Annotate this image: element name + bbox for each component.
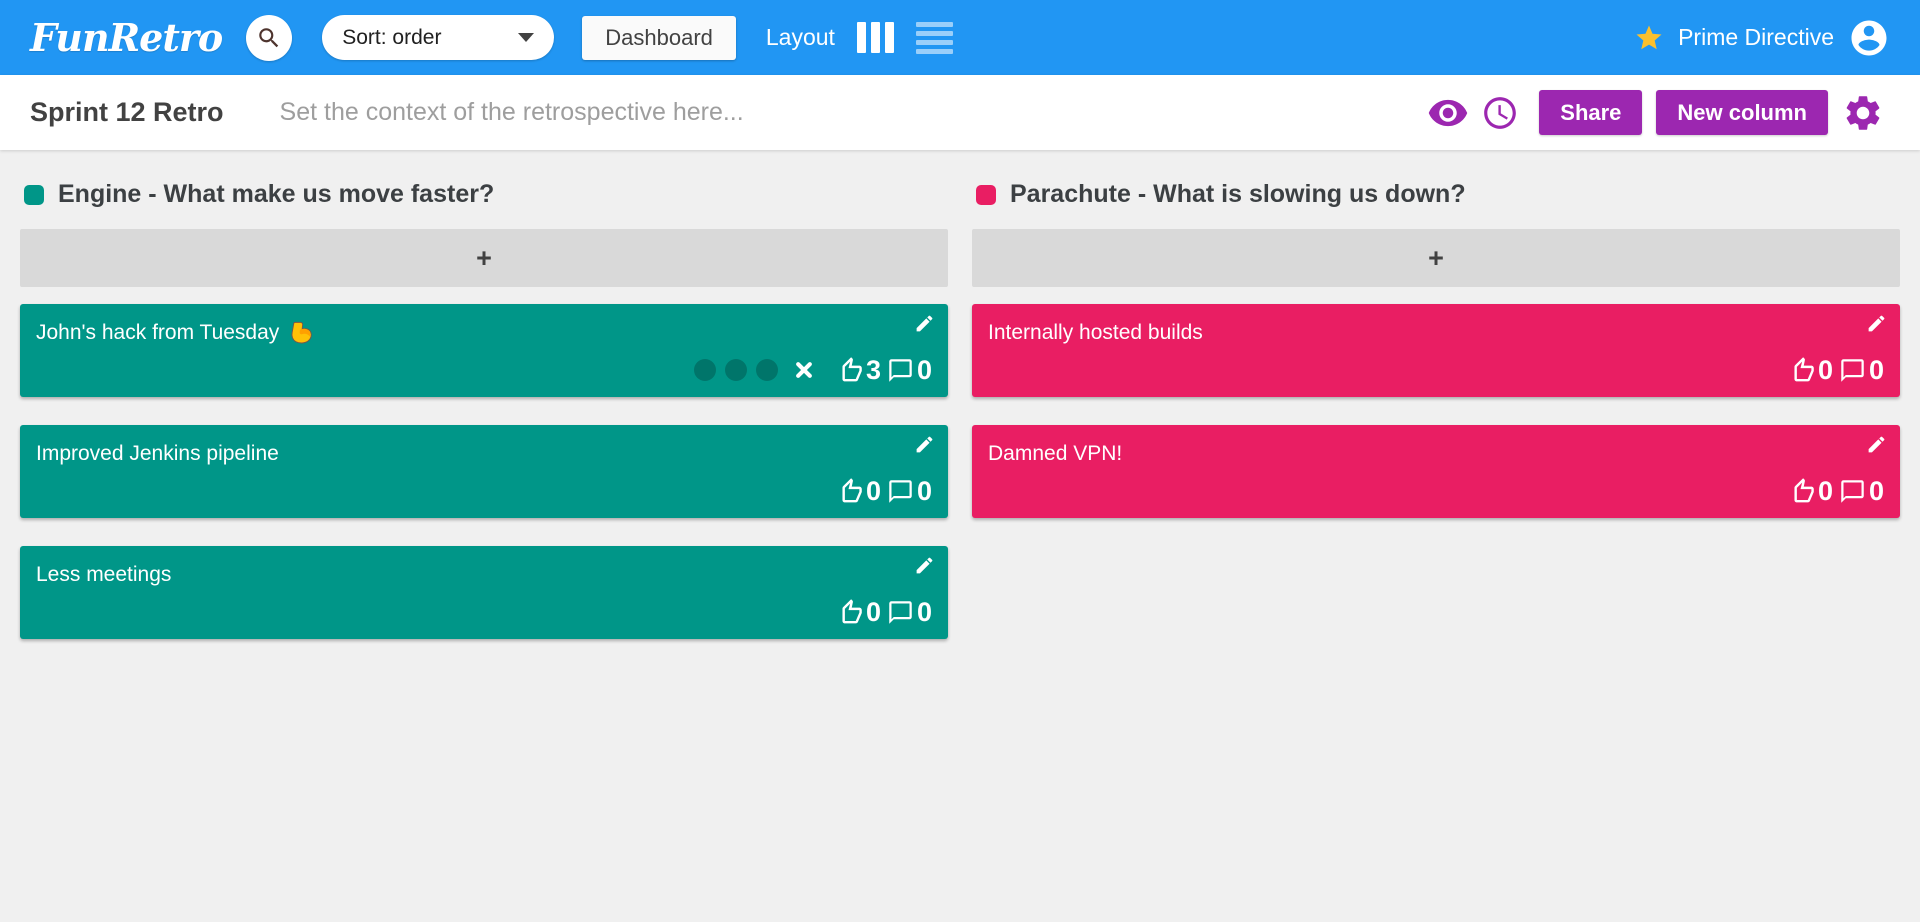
column-parachute: Parachute - What is slowing us down? + I… [972,168,1900,667]
card-footer: 3 0 [36,353,932,387]
comment-count: 0 [1868,354,1884,385]
like-button[interactable]: 0 [1786,476,1833,507]
thumb-up-icon [834,598,863,627]
funretro-logo[interactable]: FunRetro [30,15,223,60]
card[interactable]: Improved Jenkins pipeline 0 0 [20,425,948,518]
card-text: Damned VPN! [988,442,1123,465]
comment-bubble-icon [887,478,914,505]
like-button[interactable]: 0 [834,597,881,628]
layout-columns-icon[interactable] [856,22,894,53]
like-count: 0 [865,475,881,506]
topbar: FunRetro Sort: order Dashboard Layout Pr… [0,0,1920,75]
flexed-biceps-emoji [288,319,315,346]
layout-rows-icon[interactable] [915,21,953,54]
comment-bubble-icon [887,357,914,384]
card-text: John's hack from Tuesday [36,321,280,344]
favorite-star-icon[interactable] [1634,23,1664,53]
card-text: Less meetings [36,563,172,586]
comment-count: 0 [916,596,932,627]
add-card-button[interactable]: + [20,229,948,287]
thumb-up-icon [1786,356,1815,385]
clock-icon [1481,94,1519,132]
search-button[interactable] [246,14,293,61]
dashboard-button[interactable]: Dashboard [582,15,736,60]
card[interactable]: John's hack from Tuesday 3 [20,304,948,397]
card[interactable]: Internally hosted builds 0 0 [972,304,1900,397]
comments-button[interactable]: 0 [1839,476,1884,507]
comments-button[interactable]: 0 [887,355,932,386]
favorite-board-name[interactable]: Prime Directive [1678,24,1834,50]
gear-icon [1842,92,1884,134]
card[interactable]: Damned VPN! 0 0 [972,425,1900,518]
board: Engine - What make us move faster? + Joh… [0,150,1920,667]
card-footer: 0 0 [988,353,1884,387]
card-text: Improved Jenkins pipeline [36,442,279,465]
add-card-button[interactable]: + [972,229,1900,287]
like-count: 0 [1817,475,1833,506]
like-count: 0 [865,596,881,627]
column-engine: Engine - What make us move faster? + Joh… [20,168,948,667]
like-button[interactable]: 3 [834,355,881,386]
column-header: Parachute - What is slowing us down? [976,180,1896,209]
like-count: 3 [865,354,881,385]
edit-card-icon[interactable] [914,313,935,334]
comment-count: 0 [1868,475,1884,506]
share-button[interactable]: Share [1539,90,1643,135]
card-footer: 0 0 [36,474,932,508]
comment-count: 0 [916,354,932,385]
board-title[interactable]: Sprint 12 Retro [30,97,224,127]
sort-dropdown[interactable]: Sort: order [322,15,555,60]
topbar-right: Prime Directive [1634,17,1890,59]
settings-button[interactable] [1836,92,1890,134]
comment-bubble-icon [1839,357,1866,384]
like-button[interactable]: 0 [834,476,881,507]
column-title[interactable]: Parachute - What is slowing us down? [1010,180,1466,208]
visibility-button[interactable] [1421,92,1475,134]
board-header: Sprint 12 Retro Share New column [0,75,1920,150]
comment-count: 0 [916,475,932,506]
thumb-up-icon [834,356,863,385]
vote-dots [693,359,778,381]
column-title[interactable]: Engine - What make us move faster? [58,180,495,208]
eye-icon [1427,92,1469,134]
context-input[interactable] [279,98,1422,127]
edit-card-icon[interactable] [914,555,935,576]
edit-card-icon[interactable] [1866,313,1887,334]
comment-bubble-icon [887,599,914,626]
history-button[interactable] [1475,94,1525,132]
column-header: Engine - What make us move faster? [24,180,944,209]
column-color-swatch [24,184,44,205]
thumb-up-icon [834,477,863,506]
thumb-up-icon [1786,477,1815,506]
card[interactable]: Less meetings 0 0 [20,546,948,639]
like-count: 0 [1817,354,1833,385]
comments-button[interactable]: 0 [887,597,932,628]
edit-card-icon[interactable] [914,434,935,455]
remove-vote-icon[interactable] [794,360,814,380]
edit-card-icon[interactable] [1866,434,1887,455]
comment-bubble-icon [1839,478,1866,505]
card-text: Internally hosted builds [988,321,1203,344]
new-column-button[interactable]: New column [1656,90,1828,135]
card-footer: 0 0 [36,595,932,629]
account-icon[interactable] [1848,17,1890,59]
card-footer: 0 0 [988,474,1884,508]
layout-label: Layout [765,24,835,50]
search-icon [256,25,282,51]
like-button[interactable]: 0 [1786,355,1833,386]
comments-button[interactable]: 0 [1839,355,1884,386]
chevron-down-icon [518,33,535,42]
comments-button[interactable]: 0 [887,476,932,507]
column-color-swatch [976,184,996,205]
sort-dropdown-label: Sort: order [342,25,442,49]
